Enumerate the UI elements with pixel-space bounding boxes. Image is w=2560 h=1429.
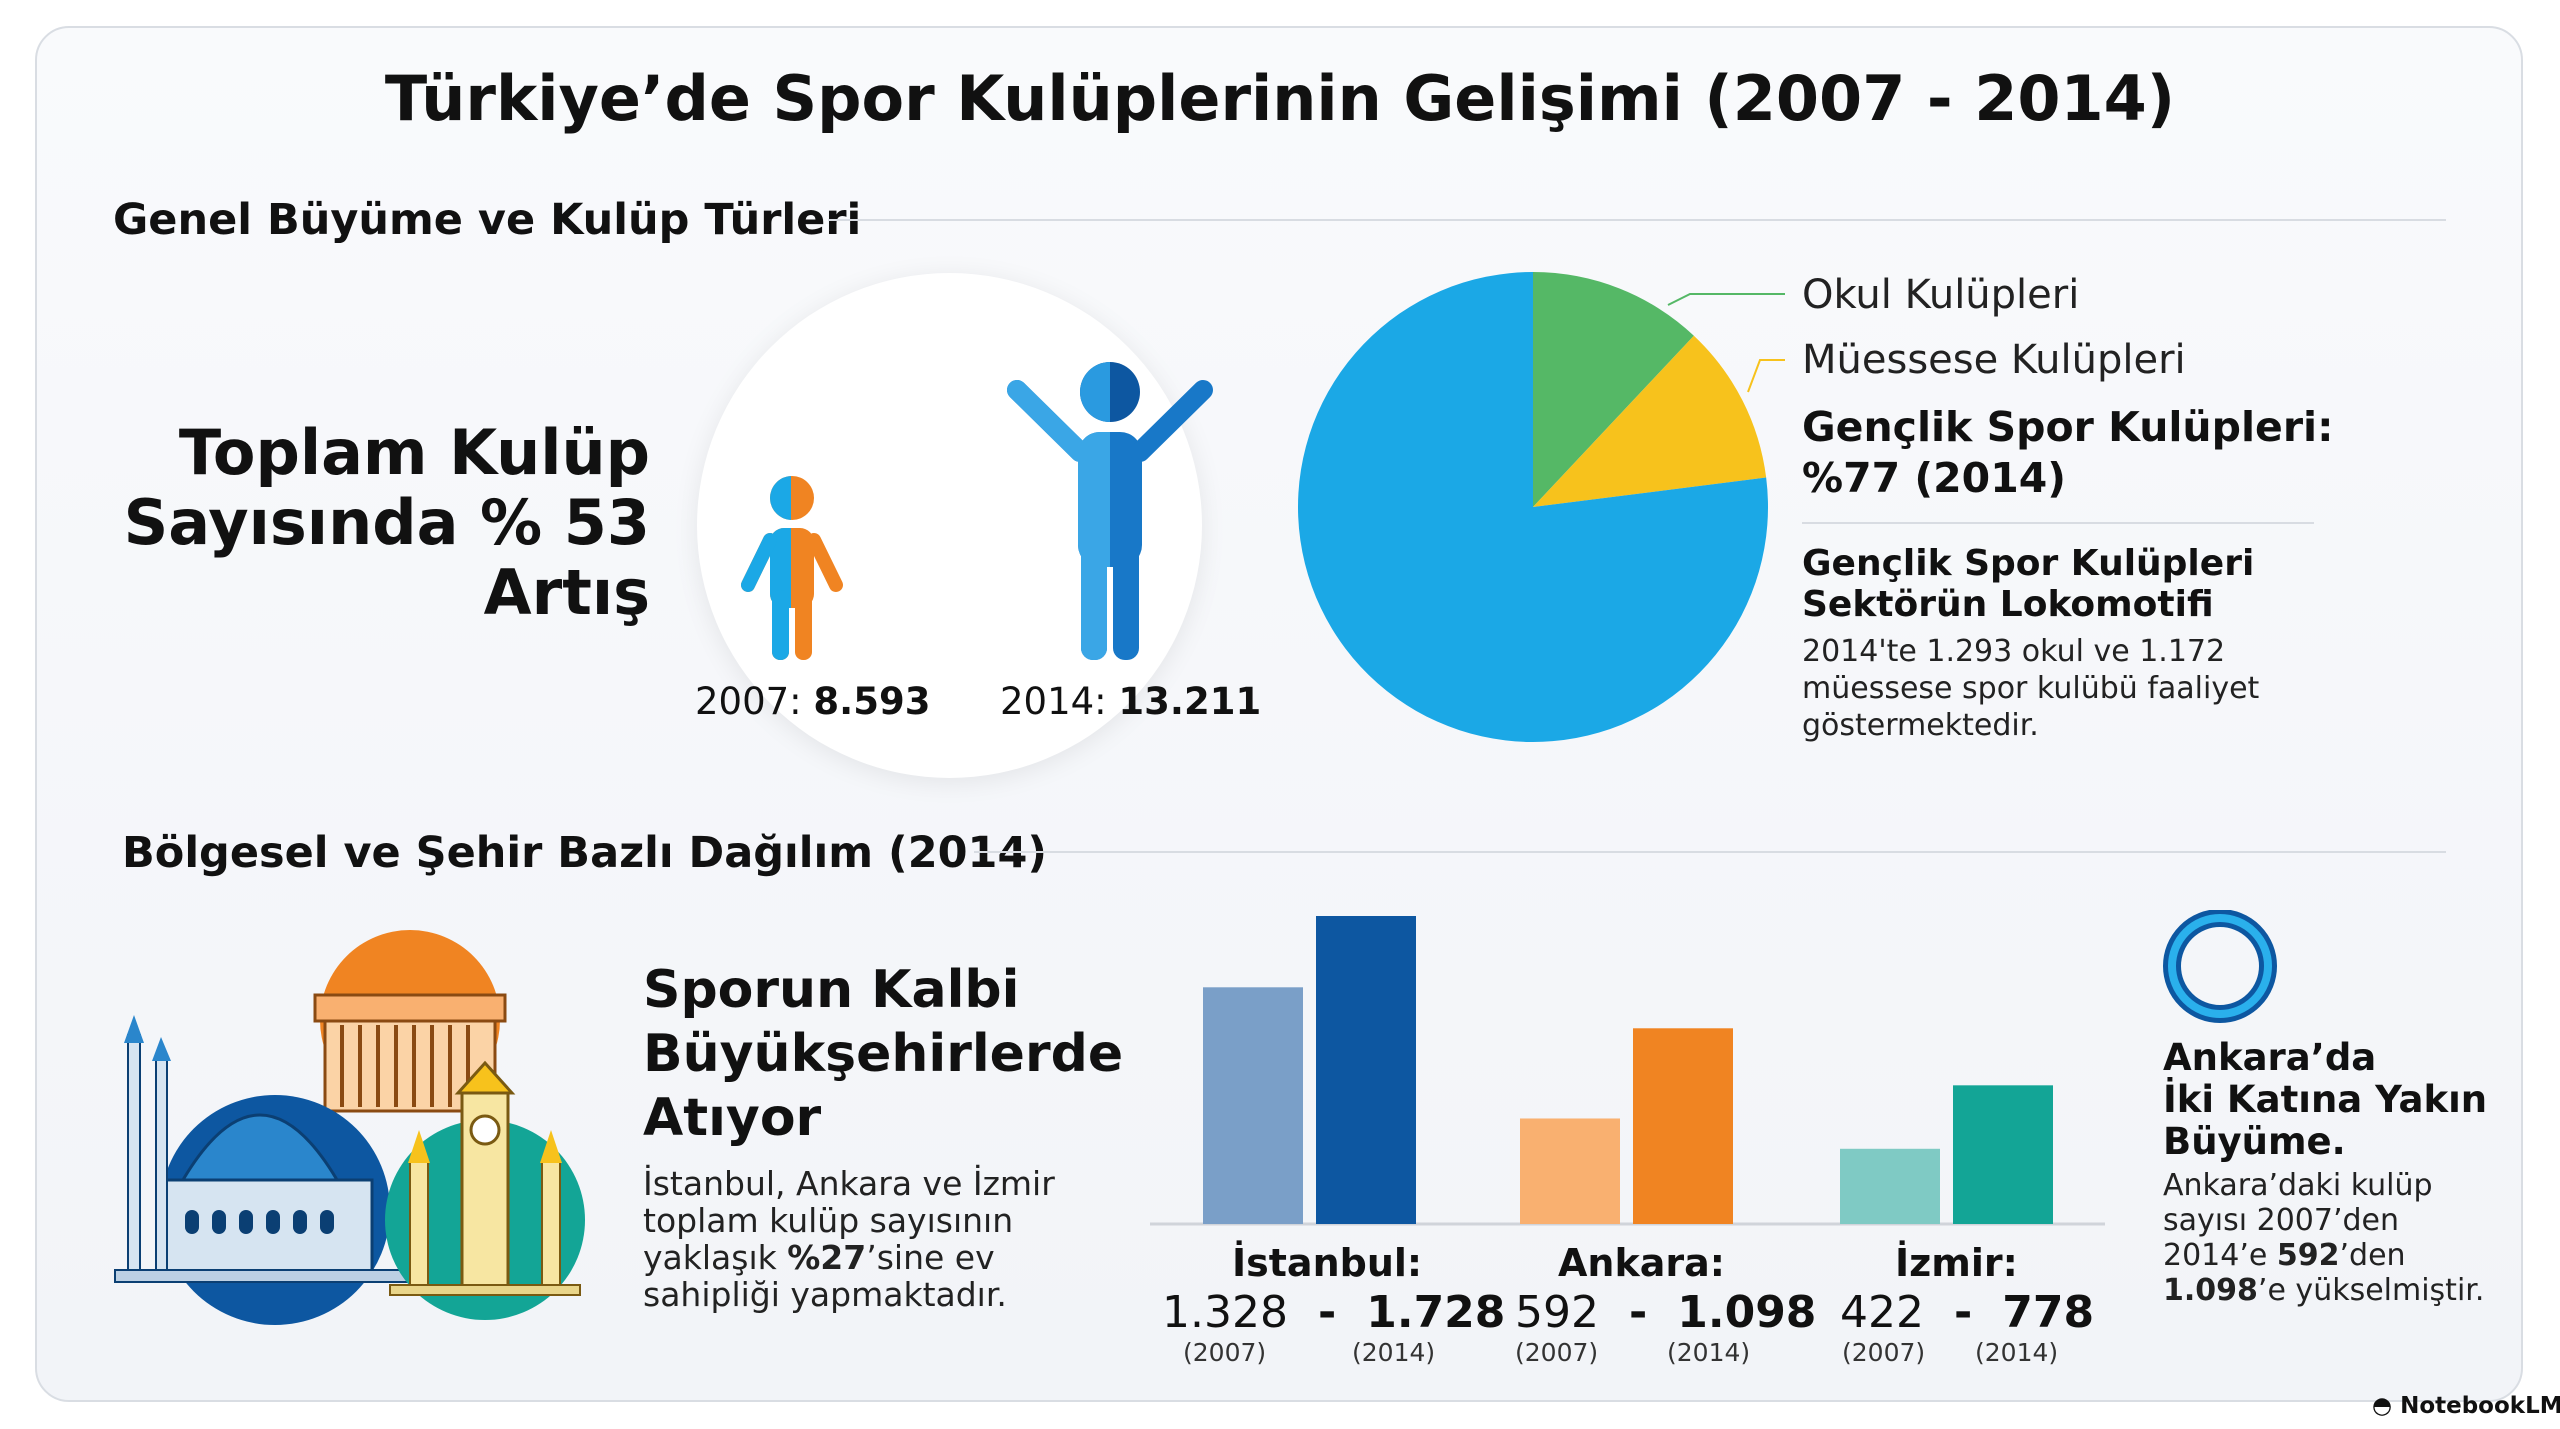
city-values-izmir: 422 - 778: [1840, 1287, 2094, 1338]
regional-headline-line: Büyükşehirlerde: [643, 1024, 1124, 1084]
value-istanbul-2014: 1.728: [1366, 1287, 1506, 1338]
pie-divider: [1802, 522, 2314, 524]
value-ankara-2007: 592: [1515, 1287, 1599, 1338]
year-label-izmir-2007: (2007): [1842, 1338, 1926, 1367]
youth-headline-line: Sektörün Lokomotifi: [1802, 584, 2214, 625]
regional-headline: Sporun Kalbi Büyükşehirlerde Atıyor: [643, 958, 1123, 1150]
bar-ankara-2014: [1633, 1028, 1733, 1224]
city-values-ankara: 592 - 1.098: [1515, 1287, 1816, 1338]
city-label-izmir: İzmir:: [1895, 1241, 2018, 1285]
bar-istanbul-2014: [1316, 916, 1416, 1224]
section-title-growth: Genel Büyüme ve Kulüp Türleri: [113, 195, 862, 245]
ankara-headline: Ankara’da İki Katına Yakın Büyüme.: [2163, 1037, 2487, 1163]
pie-slice-genclik: [1298, 272, 1768, 742]
figure-year-2014: 2014:: [1000, 680, 1107, 723]
ankara-description-text: Ankara’daki kulüp sayısı 2007’den 2014’e: [2163, 1168, 2433, 1273]
figure-label-2014: 2014: 13.211: [1000, 680, 1261, 723]
figure-value-2007: 8.593: [813, 680, 931, 723]
value-izmir-2007: 422: [1840, 1287, 1924, 1338]
youth-headline: Gençlik Spor Kulüpleri Sektörün Lokomoti…: [1802, 543, 2254, 625]
growth-headline-line: Artış: [483, 556, 650, 629]
regional-headline-line: Atıyor: [643, 1088, 822, 1148]
ankara-description: Ankara’daki kulüp sayısı 2007’den 2014’e…: [2163, 1168, 2493, 1308]
mosque-icon: [114, 1015, 416, 1325]
pie-chart: [1298, 272, 1768, 742]
person-2007-icon: [741, 476, 843, 660]
ankara-description-text: ’e yükselmiştir.: [2257, 1273, 2485, 1308]
youth-headline-line: Gençlik Spor Kulüpleri: [1802, 543, 2255, 584]
notebook-icon: ◓: [2372, 1393, 2401, 1419]
value-izmir-2014: 778: [2002, 1287, 2095, 1338]
value-dash: -: [1628, 1287, 1648, 1338]
year-label-ankara-2014: (2014): [1667, 1338, 1751, 1367]
brand-logo: ◓ NotebookLM: [2372, 1393, 2560, 1419]
value-istanbul-2007: 1.328: [1162, 1287, 1288, 1338]
city-label-istanbul: İstanbul:: [1232, 1241, 1423, 1285]
bar-izmir-2007: [1840, 1148, 1940, 1224]
figure-label-2007: 2007: 8.593: [695, 680, 930, 723]
ankara-description-highlight: 592: [2276, 1238, 2340, 1273]
regional-description-text: ’sine ev sahipliği yapmaktadır.: [643, 1238, 1007, 1314]
value-ankara-2014: 1.098: [1677, 1287, 1817, 1338]
brand-name: NotebookLM: [2400, 1393, 2560, 1419]
city-label-ankara: Ankara:: [1558, 1241, 1725, 1285]
youth-description: 2014'te 1.293 okul ve 1.172 müessese spo…: [1802, 634, 2260, 743]
regional-description-text: İstanbul, Ankara ve İzmir toplam kulüp s…: [643, 1164, 1055, 1277]
cities-illustration: [114, 930, 585, 1325]
year-label-ankara-2007: (2007): [1515, 1338, 1599, 1367]
year-label-istanbul-2007: (2007): [1183, 1338, 1267, 1367]
figure-year-2007: 2007:: [695, 680, 802, 723]
youth-percentage: Gençlik Spor Kulüpleri: %77 (2014): [1802, 402, 2334, 504]
clock-tower-icon: [385, 1060, 585, 1320]
ankara-description-text: ’den: [2339, 1238, 2406, 1273]
regional-description-highlight: %27: [787, 1238, 867, 1277]
city-values-istanbul: 1.328 - 1.728: [1162, 1287, 1505, 1338]
section-title-regional: Bölgesel ve Şehir Bazlı Dağılım (2014): [122, 828, 1048, 878]
ring-icon: [2163, 910, 2277, 1023]
person-2014-icon: [1007, 362, 1213, 660]
growth-headline-line: Sayısında % 53: [123, 486, 650, 559]
year-label-istanbul-2014: (2014): [1352, 1338, 1436, 1367]
ankara-headline-line: Büyüme.: [2163, 1120, 2346, 1163]
growth-headline-line: Toplam Kulüp: [178, 416, 650, 489]
ankara-headline-line: İki Katına Yakın: [2163, 1078, 2488, 1121]
bar-ankara-2007: [1520, 1118, 1620, 1224]
regional-headline-line: Sporun Kalbi: [643, 960, 1020, 1020]
bar-izmir-2014: [1953, 1085, 2053, 1224]
page-title: Türkiye’de Spor Kulüplerinin Gelişimi (2…: [384, 62, 2176, 135]
value-dash: -: [1953, 1287, 1973, 1338]
legend-muessese: Müessese Kulüpleri: [1802, 337, 2186, 383]
regional-description: İstanbul, Ankara ve İzmir toplam kulüp s…: [643, 1165, 1123, 1313]
value-dash: -: [1317, 1287, 1337, 1338]
ankara-description-highlight: 1.098: [2163, 1273, 2258, 1308]
youth-percentage-line: Gençlik Spor Kulüpleri:: [1802, 403, 2334, 451]
year-label-izmir-2014: (2014): [1975, 1338, 2059, 1367]
section-divider-regional: [974, 851, 2446, 853]
growth-headline: Toplam Kulüp Sayısında % 53 Artış: [124, 418, 650, 628]
pie-slice-muessese: [1533, 335, 1767, 507]
youth-percentage-line: %77 (2014): [1802, 454, 2066, 502]
section-divider-growth: [828, 219, 2446, 221]
pie-slice-okul: [1533, 272, 1694, 507]
figure-value-2014: 13.211: [1118, 680, 1262, 723]
bar-istanbul-2007: [1203, 987, 1303, 1224]
legend-okul: Okul Kulüpleri: [1802, 272, 2080, 318]
ankara-headline-line: Ankara’da: [2163, 1036, 2377, 1079]
